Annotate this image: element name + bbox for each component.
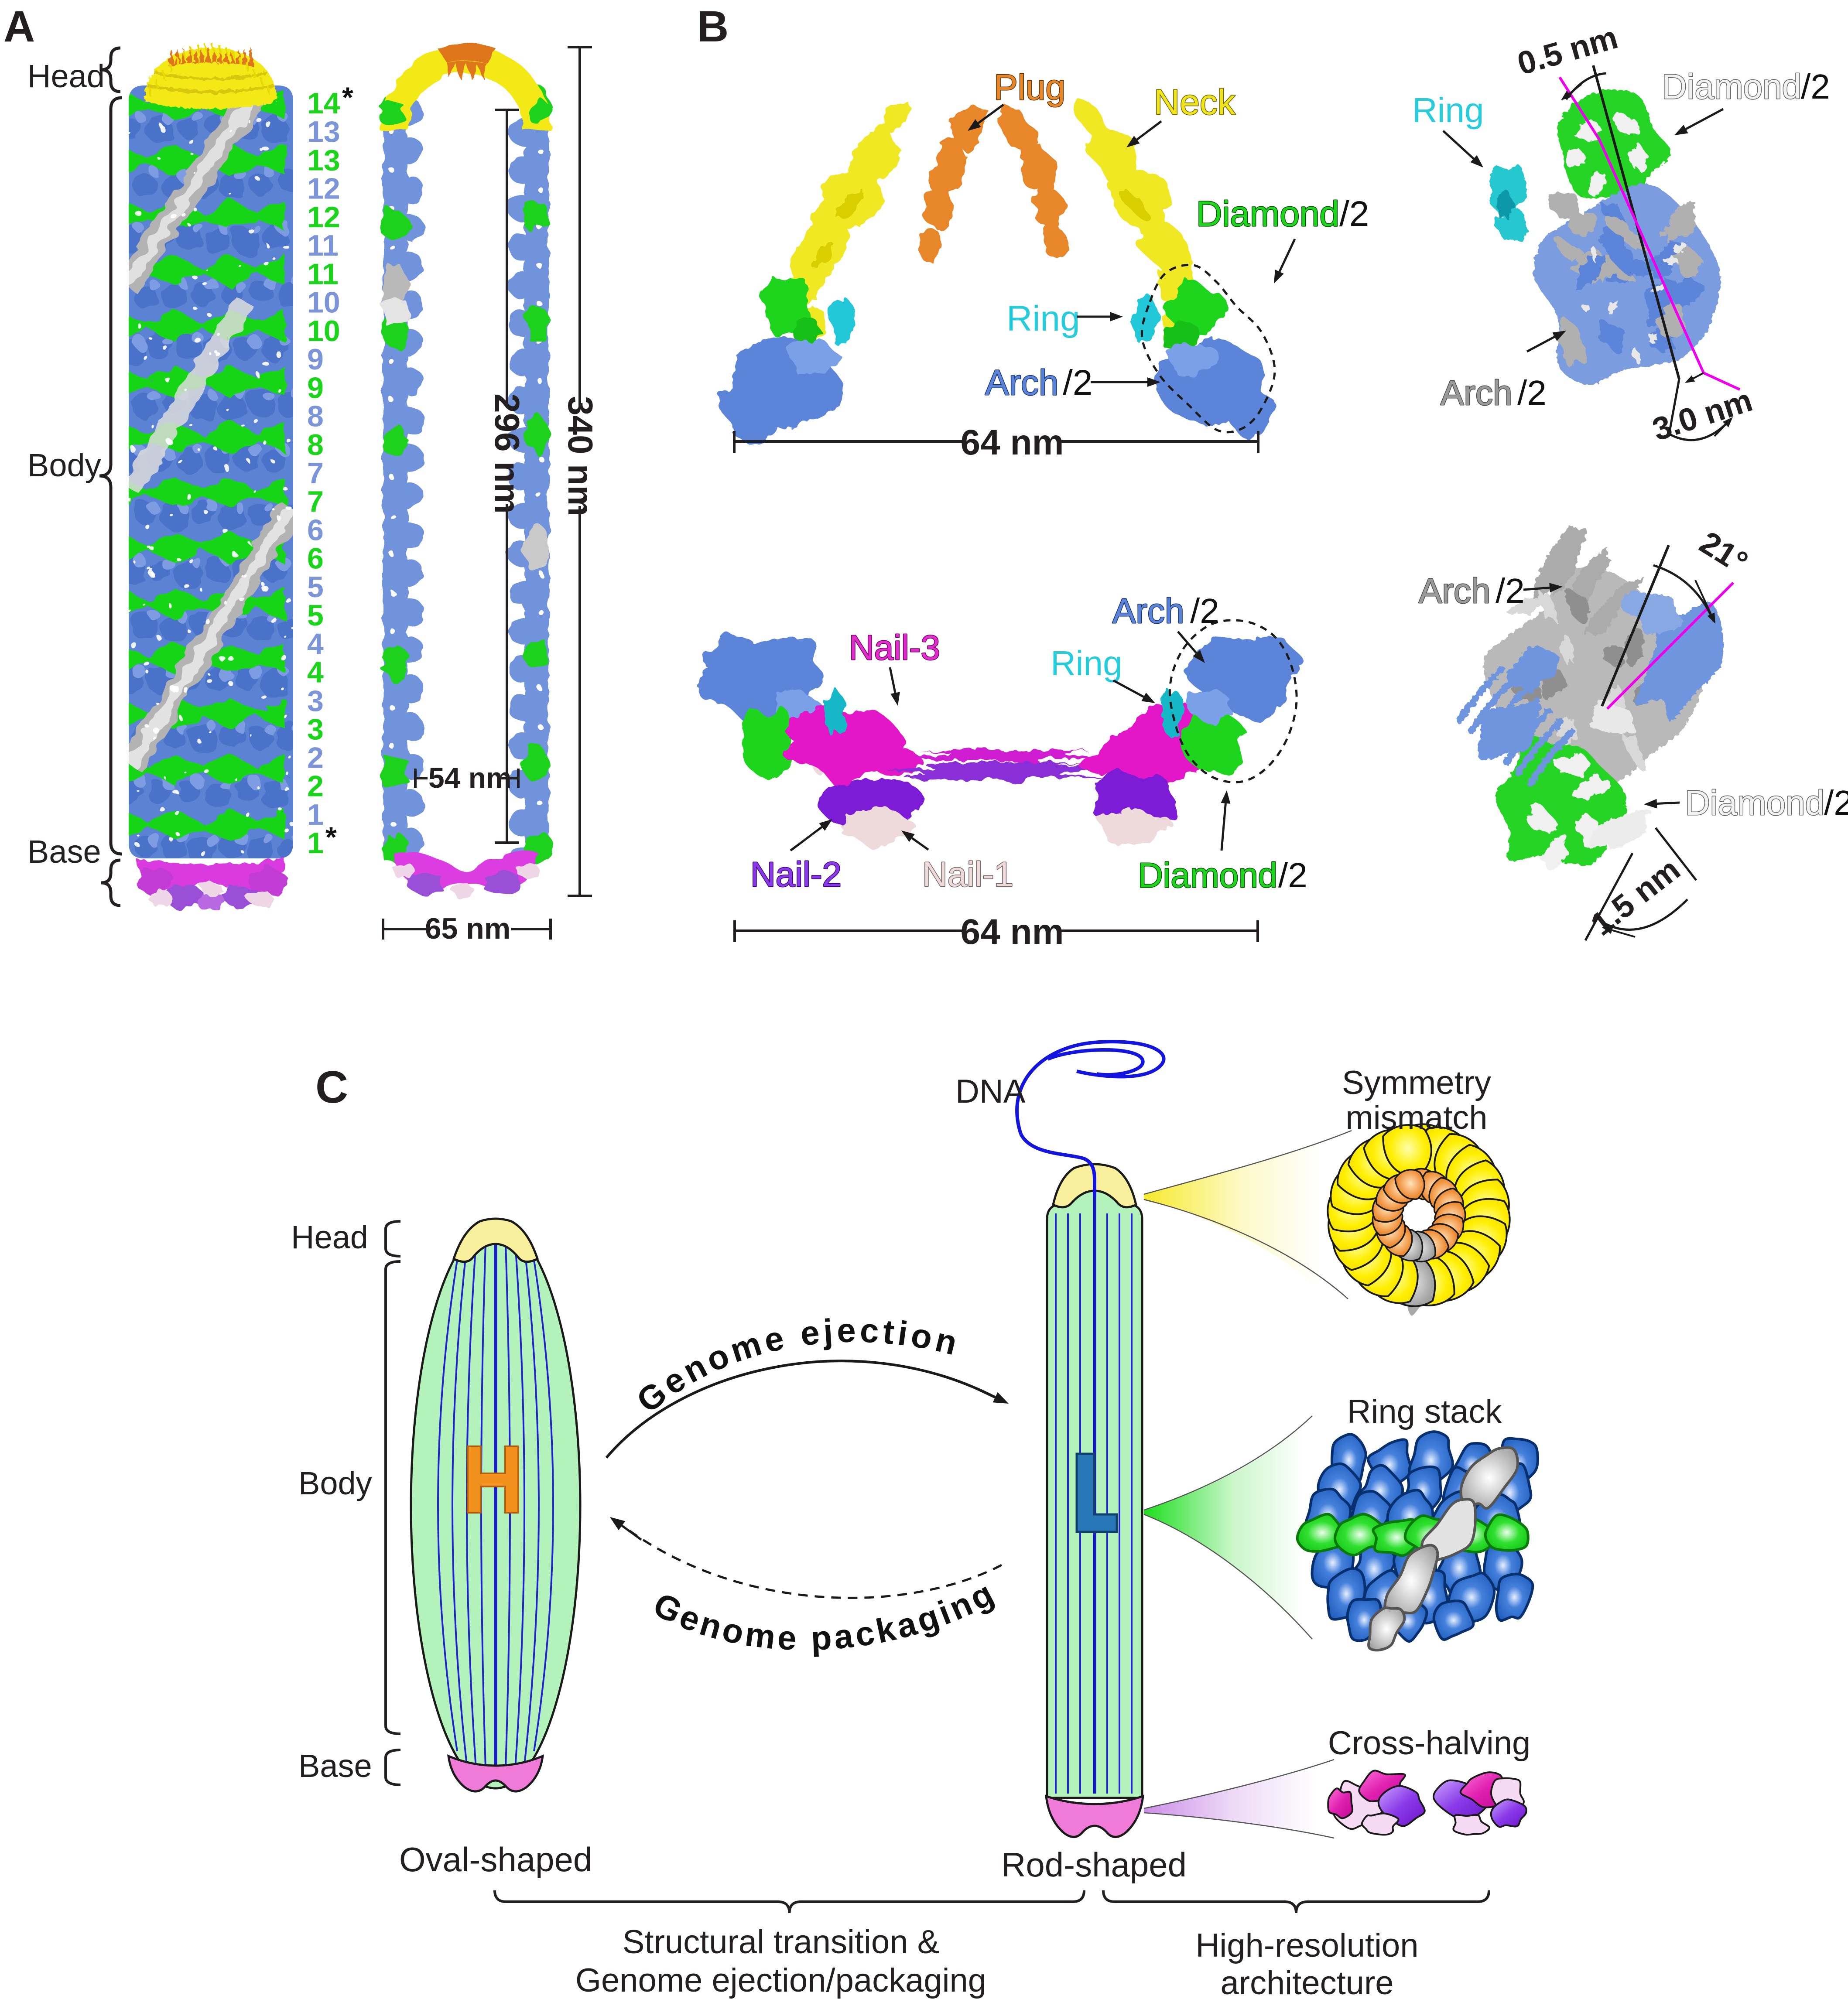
svg-text:340 nm: 340 nm (561, 396, 600, 516)
svg-text:/2: /2 (1496, 571, 1525, 610)
svg-text:Diamond: Diamond (1685, 783, 1824, 822)
svg-text:14: 14 (307, 87, 340, 120)
svg-text:Diamond: Diamond (1196, 194, 1339, 234)
svg-text:Nail-2: Nail-2 (750, 855, 842, 894)
svg-text:1: 1 (307, 827, 324, 860)
svg-text:Cross-halving: Cross-halving (1328, 1725, 1531, 1762)
svg-text:DNA: DNA (955, 1073, 1026, 1110)
svg-text:10: 10 (307, 286, 340, 319)
svg-text:Base: Base (298, 1748, 372, 1784)
svg-text:Arch: Arch (1419, 571, 1491, 610)
svg-text:*: * (342, 81, 353, 113)
svg-text:8: 8 (307, 400, 324, 433)
svg-text:5: 5 (307, 599, 324, 632)
svg-text:/2: /2 (1278, 856, 1307, 895)
svg-text:4: 4 (307, 656, 324, 689)
svg-text:5: 5 (307, 571, 324, 604)
svg-text:Nail-1: Nail-1 (922, 855, 1013, 894)
svg-text:mismatch: mismatch (1345, 1099, 1487, 1136)
svg-text:Ring: Ring (1412, 91, 1484, 130)
svg-text:64 nm: 64 nm (961, 423, 1064, 462)
svg-text:13: 13 (307, 144, 340, 177)
svg-text:Nail-3: Nail-3 (849, 628, 940, 667)
svg-text:9: 9 (307, 343, 324, 376)
svg-text:High-resolution: High-resolution (1195, 1927, 1418, 1964)
svg-text:10: 10 (307, 314, 340, 348)
svg-text:Rod-shaped: Rod-shaped (1001, 1845, 1187, 1884)
svg-text:64 nm: 64 nm (961, 912, 1064, 952)
svg-text:12: 12 (307, 201, 340, 234)
svg-text:12: 12 (307, 172, 340, 205)
svg-text:3: 3 (307, 713, 324, 746)
svg-text:Symmetry: Symmetry (1342, 1064, 1491, 1101)
svg-text:65 nm: 65 nm (425, 912, 511, 945)
svg-text:Ring: Ring (1006, 299, 1080, 338)
svg-text:1: 1 (307, 798, 324, 831)
svg-text:/2: /2 (1517, 373, 1547, 412)
svg-text:/2: /2 (1063, 363, 1092, 403)
svg-text:C: C (315, 1062, 348, 1113)
svg-text:Ring stack: Ring stack (1347, 1393, 1502, 1430)
svg-text:A: A (3, 2, 35, 51)
svg-text:Head: Head (27, 58, 105, 94)
svg-text:/2: /2 (1190, 591, 1219, 630)
svg-text:Body: Body (27, 447, 101, 483)
svg-text:8: 8 (307, 428, 324, 461)
svg-text:7: 7 (307, 457, 324, 490)
svg-text:Diamond: Diamond (1138, 856, 1277, 895)
svg-text:/2: /2 (1801, 67, 1830, 106)
svg-text:2: 2 (307, 741, 324, 774)
svg-text:Genome ejection/packaging: Genome ejection/packaging (575, 1962, 986, 1999)
svg-text:Body: Body (298, 1465, 372, 1501)
svg-text:296 nm: 296 nm (488, 393, 527, 514)
svg-text:3: 3 (307, 684, 324, 718)
svg-text:Ring: Ring (1051, 644, 1122, 683)
svg-text:Arch: Arch (985, 363, 1059, 403)
svg-text:4: 4 (307, 627, 324, 660)
svg-text:11: 11 (307, 229, 339, 262)
svg-text:Neck: Neck (1154, 82, 1236, 122)
svg-text:*: * (325, 821, 337, 853)
svg-text:2: 2 (307, 770, 324, 803)
svg-text:6: 6 (307, 513, 324, 547)
svg-text:Base: Base (27, 834, 101, 870)
svg-text:B: B (697, 2, 729, 51)
svg-text:Arch: Arch (1441, 373, 1513, 412)
svg-text:Oval-shaped: Oval-shaped (399, 1840, 592, 1879)
svg-text:Diamond: Diamond (1662, 67, 1801, 106)
svg-text:6: 6 (307, 542, 324, 575)
svg-text:7: 7 (307, 485, 324, 518)
svg-text:/2: /2 (1824, 783, 1848, 822)
svg-text:architecture: architecture (1220, 1965, 1393, 1999)
svg-text:9: 9 (307, 371, 324, 404)
svg-text:Structural transition &: Structural transition & (623, 1924, 940, 1961)
svg-text:/2: /2 (1339, 194, 1369, 234)
svg-text:11: 11 (307, 257, 339, 290)
svg-text:Head: Head (291, 1219, 368, 1255)
svg-text:Plug: Plug (994, 68, 1065, 107)
svg-text:13: 13 (307, 115, 340, 148)
svg-text:Arch: Arch (1112, 591, 1184, 630)
svg-text:54 nm: 54 nm (428, 762, 512, 794)
